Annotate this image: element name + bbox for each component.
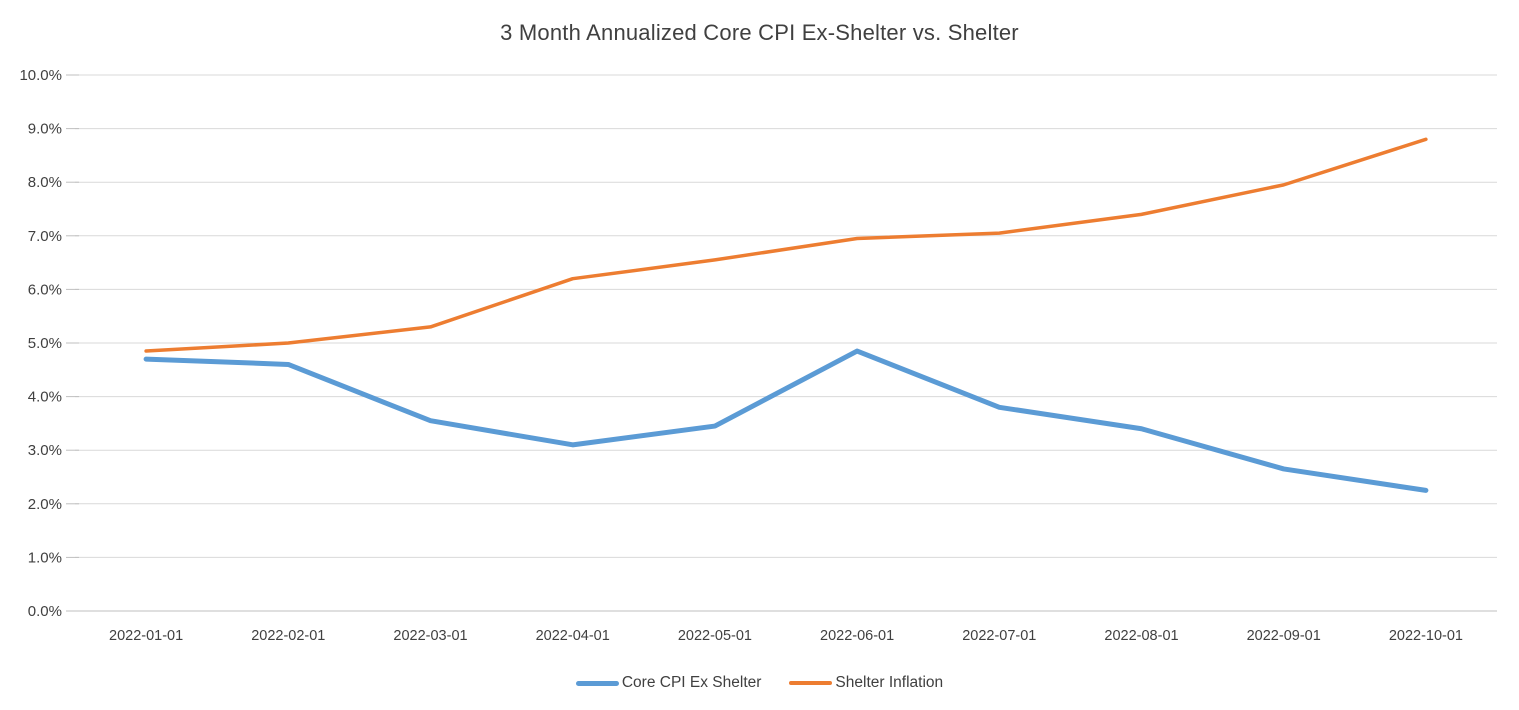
x-tick-label: 2022-01-01	[109, 628, 183, 644]
legend-line-swatch	[575, 680, 619, 686]
y-tick-label: 7.0%	[28, 228, 62, 245]
y-tick-label: 1.0%	[28, 549, 62, 566]
legend-item-shelter-inflation: Shelter Inflation	[789, 674, 943, 692]
y-tick-label: 4.0%	[28, 389, 62, 406]
y-tick-label: 6.0%	[28, 281, 62, 298]
chart-legend: Core CPI Ex Shelter Shelter Inflation	[0, 674, 1519, 692]
y-tick-label: 8.0%	[28, 174, 62, 191]
x-tick-label: 2022-07-01	[962, 628, 1036, 644]
y-tick-label: 5.0%	[28, 335, 62, 352]
legend-item-core-cpi-ex-shelter: Core CPI Ex Shelter	[575, 674, 762, 692]
x-tick-label: 2022-05-01	[678, 628, 752, 644]
legend-label: Core CPI Ex Shelter	[621, 674, 762, 691]
series-line-shelter-inflation	[144, 137, 1428, 353]
x-tick-label: 2022-06-01	[820, 628, 894, 644]
y-tick-label: 0.0%	[28, 603, 62, 620]
x-tick-label: 2022-08-01	[1104, 628, 1178, 644]
x-tick-label: 2022-10-01	[1389, 628, 1463, 644]
x-tick-label: 2022-02-01	[251, 628, 325, 644]
x-tick-label: 2022-04-01	[536, 628, 610, 644]
chart-title: 3 Month Annualized Core CPI Ex-Shelter v…	[500, 20, 1019, 45]
y-tick-label: 10.0%	[19, 67, 62, 84]
y-tick-label: 9.0%	[28, 121, 62, 138]
y-tick-label: 3.0%	[28, 442, 62, 459]
y-tick-label: 2.0%	[28, 496, 62, 513]
legend-line-swatch	[789, 681, 833, 685]
series-line-core-cpi-ex-shelter	[143, 348, 1429, 493]
x-tick-label: 2022-09-01	[1247, 628, 1321, 644]
legend-label: Shelter Inflation	[835, 674, 944, 691]
x-tick-label: 2022-03-01	[393, 628, 467, 644]
